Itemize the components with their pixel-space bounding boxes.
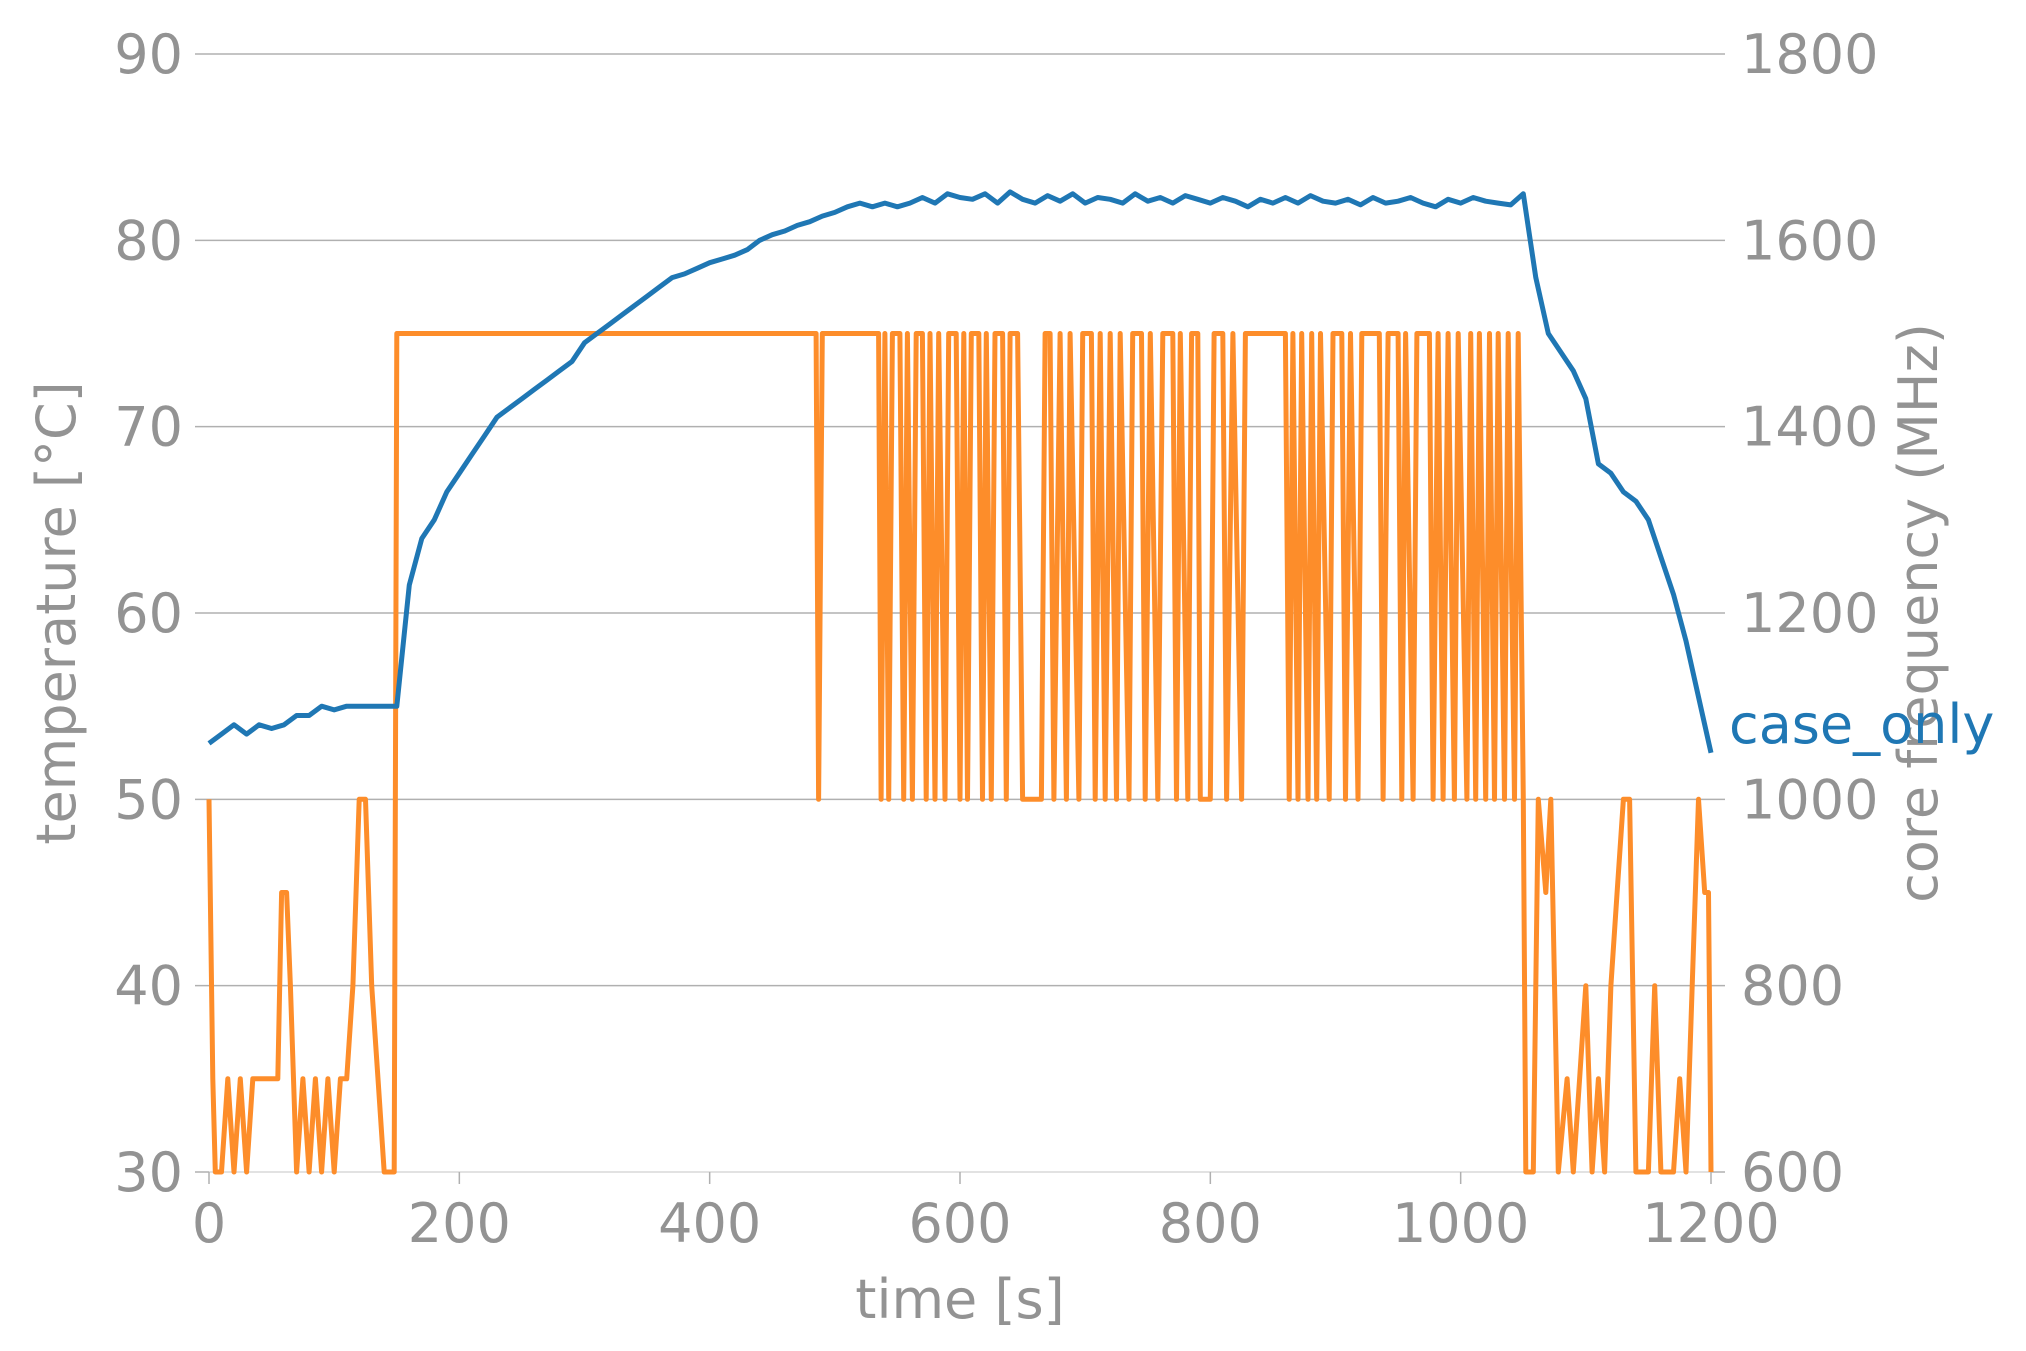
series-line [207, 189, 1714, 754]
y2-tick-label: 800 [1741, 955, 1844, 1018]
x-tick-label: 0 [192, 1192, 226, 1255]
y-tick-label: 40 [114, 955, 183, 1018]
x-tick-label: 600 [908, 1192, 1011, 1255]
x-tick-label: 400 [658, 1192, 761, 1255]
y-tick-label: 50 [114, 768, 183, 831]
y-tick-label: 90 [114, 23, 183, 86]
x-axis-label: time [s] [855, 1268, 1064, 1331]
y-tick-label: 70 [114, 396, 183, 459]
y-tick-label: 60 [114, 582, 183, 645]
x-tick-label: 1000 [1392, 1192, 1529, 1255]
y2-tick-label: 1600 [1741, 209, 1878, 272]
series-label: case_only [1729, 693, 1994, 756]
y2-axis-label: core frequency (MHz) [1887, 323, 1950, 903]
y2-tick-label: 1200 [1741, 582, 1878, 645]
x-tick-label: 200 [408, 1192, 511, 1255]
x-tick-label: 800 [1159, 1192, 1262, 1255]
y-axis-label: temperature [°C] [25, 381, 88, 844]
y2-tick-label: 600 [1741, 1141, 1844, 1204]
y2-tick-label: 1800 [1741, 23, 1878, 86]
y2-tick-label: 1400 [1741, 396, 1878, 459]
series-line [206, 331, 1714, 1175]
y-tick-label: 80 [114, 209, 183, 272]
y2-tick-label: 1000 [1741, 768, 1878, 831]
y-tick-label: 30 [114, 1141, 183, 1204]
x-tick-label: 1200 [1642, 1192, 1779, 1255]
